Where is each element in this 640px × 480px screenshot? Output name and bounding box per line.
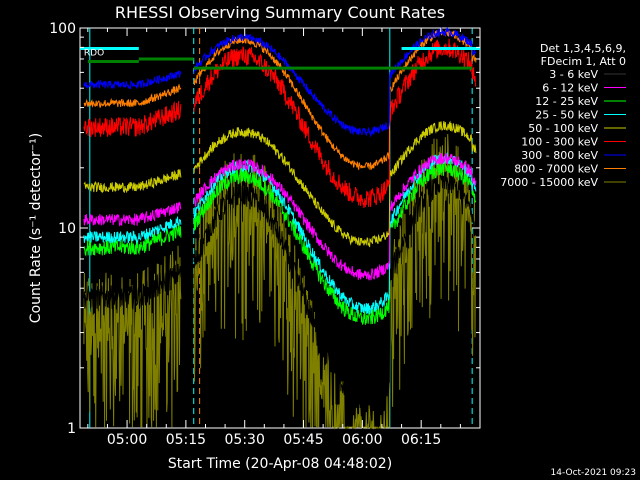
rdo-annotation: RDO bbox=[84, 48, 104, 58]
series-line bbox=[83, 38, 477, 209]
legend-header: Det 1,3,4,5,6,9, bbox=[540, 42, 626, 55]
legend-label: 12 - 25 keV bbox=[535, 95, 598, 108]
legend-label: 100 - 300 keV bbox=[521, 136, 598, 149]
series-line bbox=[83, 133, 477, 430]
series-line bbox=[83, 152, 477, 281]
timestamp: 14-Oct-2021 09:23 bbox=[551, 468, 636, 478]
chart-title: RHESSI Observing Summary Count Rates bbox=[115, 3, 445, 22]
legend-label: 7000 - 15000 keV bbox=[500, 176, 598, 189]
y-axis-label: Count Rate (s⁻¹ detector⁻¹) bbox=[28, 133, 44, 323]
x-tick-label: 05:00 bbox=[107, 432, 147, 448]
y-tick-label: 10 bbox=[58, 221, 76, 237]
legend-label: 50 - 100 keV bbox=[528, 122, 598, 135]
x-tick-label: 05:30 bbox=[225, 432, 265, 448]
legend-label: 25 - 50 keV bbox=[535, 109, 598, 122]
legend-label: 800 - 7000 keV bbox=[514, 163, 598, 176]
legend-header: FDecim 1, Att 0 bbox=[541, 55, 626, 68]
x-tick-label: 05:45 bbox=[283, 432, 323, 448]
plot-area: RDO 1 10 100 05:00 05:15 05:30 05:45 06:00 06:15 bbox=[49, 21, 481, 448]
legend: Det 1,3,4,5,6,9,FDecim 1, Att 03 - 6 keV… bbox=[500, 42, 626, 189]
x-tick-label: 06:15 bbox=[401, 432, 441, 448]
y-tick-label: 100 bbox=[49, 21, 76, 37]
x-tick-label: 05:15 bbox=[166, 432, 206, 448]
legend-label: 6 - 12 keV bbox=[542, 82, 598, 95]
y-tick-label: 1 bbox=[67, 421, 76, 437]
series-line bbox=[83, 171, 477, 411]
x-axis-label: Start Time (20-Apr-08 04:48:02) bbox=[168, 456, 392, 472]
x-tick-label: 06:00 bbox=[342, 432, 382, 448]
legend-label: 300 - 800 keV bbox=[521, 149, 598, 162]
series-line bbox=[83, 158, 477, 326]
series-line bbox=[83, 26, 477, 138]
series-line bbox=[83, 120, 477, 248]
legend-label: 3 - 6 keV bbox=[549, 68, 598, 81]
